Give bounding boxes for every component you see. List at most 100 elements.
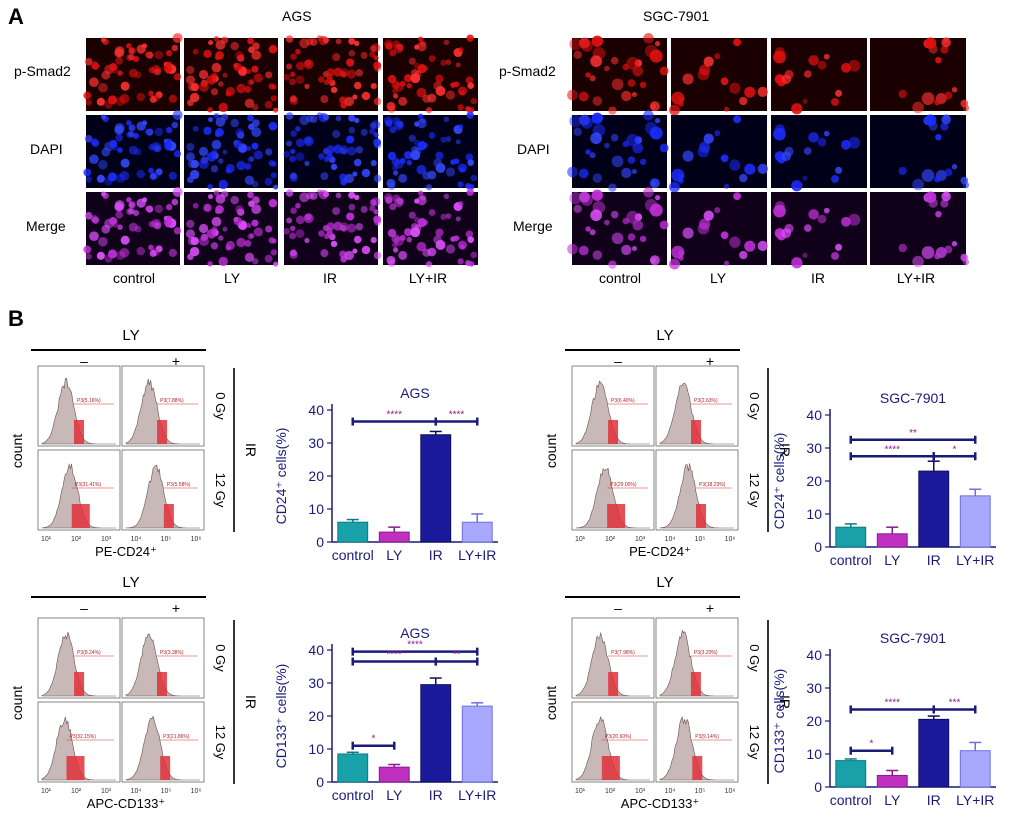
bar-chart-ags-cd133-title: AGS bbox=[400, 625, 430, 641]
flow-sgc-cd24-plus: + bbox=[706, 353, 714, 369]
bar-chart-sgc-cd133-cat-2: IR bbox=[927, 792, 941, 808]
bar-chart-sgc-cd133-bar-2 bbox=[918, 718, 950, 788]
bar-chart-ags-cd24-cat-2: IR bbox=[429, 547, 443, 563]
bar-chart-sgc-cd133-cat-3: LY+IR bbox=[956, 792, 994, 808]
bar-chart-sgc-cd133-title: SGC-7901 bbox=[880, 630, 946, 646]
bar-chart-ags-cd133-cat-1: LY bbox=[386, 787, 403, 803]
flow-sgc-cd24-tick-2: 10³ bbox=[635, 536, 646, 543]
bar-chart-ags-cd133-cat-0: control bbox=[332, 787, 374, 803]
micrograph-sgc-psmad2-lyir bbox=[870, 37, 970, 114]
bar-chart-sgc-cd24-cat-3: LY+IR bbox=[956, 552, 994, 568]
bar-chart-sgc-cd24-sig-label-1: **** bbox=[884, 444, 900, 455]
flow-sgc-cd133-gate-area-0 bbox=[608, 672, 619, 696]
flow-ags-cd24-tick-0: 10¹ bbox=[41, 536, 52, 543]
bar-chart-sgc-cd133: SGC-7901 0 10 20 30 40 CD133⁺ cells(%) control L… bbox=[771, 630, 996, 808]
flow-ags-cd24-gate-area-1 bbox=[157, 420, 168, 444]
bar-chart-sgc-cd24-bar-3 bbox=[959, 495, 991, 548]
bar-chart-ags-cd24: AGS 0 10 20 30 40 CD24⁺ cells(%) control LY IR LY+… bbox=[273, 385, 498, 563]
flow-ags-cd133-gate-area-1 bbox=[156, 672, 167, 696]
micrograph-sgc-psmad2-ly bbox=[669, 38, 768, 116]
flow-sgc-cd24-ir-label: IR bbox=[777, 443, 793, 457]
bar-chart-ags-cd133: AGS 0 10 20 30 40 CD133⁺ cells(%) control LY IR LY… bbox=[273, 625, 498, 803]
micrograph-ags-merge-ly bbox=[184, 190, 279, 267]
bar-chart-sgc-cd24-cat-2: IR bbox=[927, 552, 941, 568]
flow-ags-cd133-gate-area-0 bbox=[74, 672, 85, 696]
micrograph-ags-merge-lyir bbox=[383, 188, 478, 268]
bar-chart-ags-cd133-sig-label-1: **** bbox=[386, 650, 402, 661]
bar-chart-ags-cd24-bar-0 bbox=[337, 521, 369, 543]
sgc-row-dapi: DAPI bbox=[517, 141, 550, 157]
bar-chart-ags-cd24-bar-3 bbox=[461, 521, 493, 543]
micrograph-ags-merge-ir bbox=[283, 189, 382, 265]
flow-sgc-cd133-xlabel: APC-CD133⁺ bbox=[621, 796, 699, 811]
flow-sgc-cd24-count-label: count bbox=[543, 434, 559, 468]
ags-title: AGS bbox=[282, 8, 312, 24]
bar-chart-sgc-cd24-bar-1 bbox=[876, 533, 908, 548]
micrograph-ags-dapi-control bbox=[83, 110, 183, 188]
sgc-col-control: control bbox=[598, 270, 642, 286]
flow-sgc-cd133-gate-label-2: P3(20.60%) bbox=[605, 734, 632, 740]
flow-sgc-cd133-ir-label: IR bbox=[777, 695, 793, 709]
bar-chart-ags-cd133-ylabel: CD133⁺ cells(%) bbox=[273, 664, 289, 769]
bar-chart-ags-cd133-sig-label-2: ** bbox=[453, 650, 461, 661]
flow-sgc-cd24-xlabel: PE-CD24⁺ bbox=[629, 544, 691, 559]
flow-ags-cd133-minus: – bbox=[80, 600, 88, 616]
bar-chart-sgc-cd24-bar-0 bbox=[835, 526, 867, 548]
ags-row-merge: Merge bbox=[26, 218, 66, 234]
flow-sgc-cd24-minus: – bbox=[614, 353, 622, 369]
bar-chart-ags-cd133-ytick-label-1: 10 bbox=[308, 741, 324, 757]
flow-ags-cd24-tick-3: 10⁴ bbox=[131, 536, 142, 543]
flow-sgc-cd133-dose-0: 0 Gy bbox=[747, 644, 762, 672]
bar-chart-sgc-cd24-ytick-label-3: 30 bbox=[806, 440, 822, 456]
ags-row-psmad2: p-Smad2 bbox=[14, 63, 71, 79]
flow-ags-cd24-tick-2: 10³ bbox=[101, 536, 112, 543]
ags-col-ly: LY bbox=[223, 270, 241, 286]
flow-ags-cd133-gate-area-2 bbox=[66, 756, 85, 780]
flow-ags-cd133-dose-0: 0 Gy bbox=[213, 644, 228, 672]
panel-b-label: B bbox=[8, 306, 24, 331]
bar-chart-ags-cd24-cat-1: LY bbox=[386, 547, 403, 563]
bar-chart-ags-cd24-sig-label-0: **** bbox=[386, 410, 402, 421]
micrograph-sgc-merge-ir bbox=[771, 192, 867, 269]
flow-sgc-cd133-tick-1: 10² bbox=[605, 788, 616, 795]
sgc-row-merge: Merge bbox=[513, 218, 553, 234]
flow-sgc-cd24-gate-area-1 bbox=[691, 420, 702, 444]
bar-chart-sgc-cd133-sig-label-0: **** bbox=[884, 697, 900, 708]
flow-ags-cd133-count-label: count bbox=[9, 686, 25, 720]
flow-sgc-cd24-tick-4: 10⁵ bbox=[695, 536, 706, 543]
bar-chart-sgc-cd133-ytick-label-4: 40 bbox=[806, 647, 822, 663]
flow-ags-cd24-gate-label-3: P3(5.58%) bbox=[167, 482, 191, 488]
flow-sgc-cd24-gate-area-2 bbox=[607, 504, 626, 528]
flow-sgc-cd133-gate-label-0: P3(7.98%) bbox=[611, 650, 635, 656]
bar-chart-ags-cd24-cat-0: control bbox=[332, 547, 374, 563]
flow-sgc-cd24-dose-0: 0 Gy bbox=[747, 392, 762, 420]
flow-sgc-cd24-dose-12: 12 Gy bbox=[747, 473, 762, 508]
bar-chart-ags-cd24-ylabel: CD24⁺ cells(%) bbox=[273, 428, 289, 525]
flow-ags-cd133-xlabel: APC-CD133⁺ bbox=[87, 796, 165, 811]
bar-chart-ags-cd133-sig-label-0: **** bbox=[407, 640, 423, 651]
bar-chart-sgc-cd133-ytick-label-2: 20 bbox=[806, 713, 822, 729]
flow-ags-cd133-gate-label-3: P3(21.86%) bbox=[163, 734, 190, 740]
flow-sgc-cd24-gate-label-0: P3(6.40%) bbox=[611, 398, 635, 404]
bar-chart-ags-cd133-bar-3 bbox=[461, 705, 493, 783]
sgc-col-ir: IR bbox=[811, 270, 825, 286]
flow-ags-cd24-xlabel: PE-CD24⁺ bbox=[95, 544, 157, 559]
flow-sgc-cd133-gate-area-1 bbox=[690, 672, 701, 696]
flow-ags-cd24: LY – + P3(5.16%) P3(7.88%) P3(31.41%) P3(5.58%… bbox=[9, 327, 259, 559]
flow-sgc-cd133-tick-4: 10⁵ bbox=[695, 788, 706, 795]
bar-chart-sgc-cd133-ylabel: CD133⁺ cells(%) bbox=[771, 669, 787, 774]
bar-chart-sgc-cd24-ytick-label-0: 0 bbox=[814, 539, 822, 555]
flow-ags-cd133: LY – + P3(8.24%) P3(3.38%) P3(32.15%) P3(21.86… bbox=[9, 574, 259, 811]
flow-ags-cd24-gate-label-1: P3(7.88%) bbox=[160, 398, 184, 404]
flow-ags-cd24-gate-area-0 bbox=[73, 420, 84, 444]
flow-sgc-cd133-count-label: count bbox=[543, 686, 559, 720]
bar-chart-sgc-cd133-bar-0 bbox=[835, 760, 867, 788]
flow-sgc-cd133-tick-2: 10³ bbox=[635, 788, 646, 795]
sgc-col-lyir: LY+IR bbox=[896, 270, 936, 286]
flow-ags-cd24-tick-4: 10⁵ bbox=[161, 536, 172, 543]
flow-sgc-cd24-gate-area-0 bbox=[608, 420, 619, 444]
micrograph-ags-merge-control bbox=[83, 187, 183, 265]
ags-col-control: control bbox=[112, 270, 156, 286]
bar-chart-sgc-cd133-ytick-label-0: 0 bbox=[814, 779, 822, 795]
micrograph-ags-dapi-ly bbox=[184, 113, 279, 190]
